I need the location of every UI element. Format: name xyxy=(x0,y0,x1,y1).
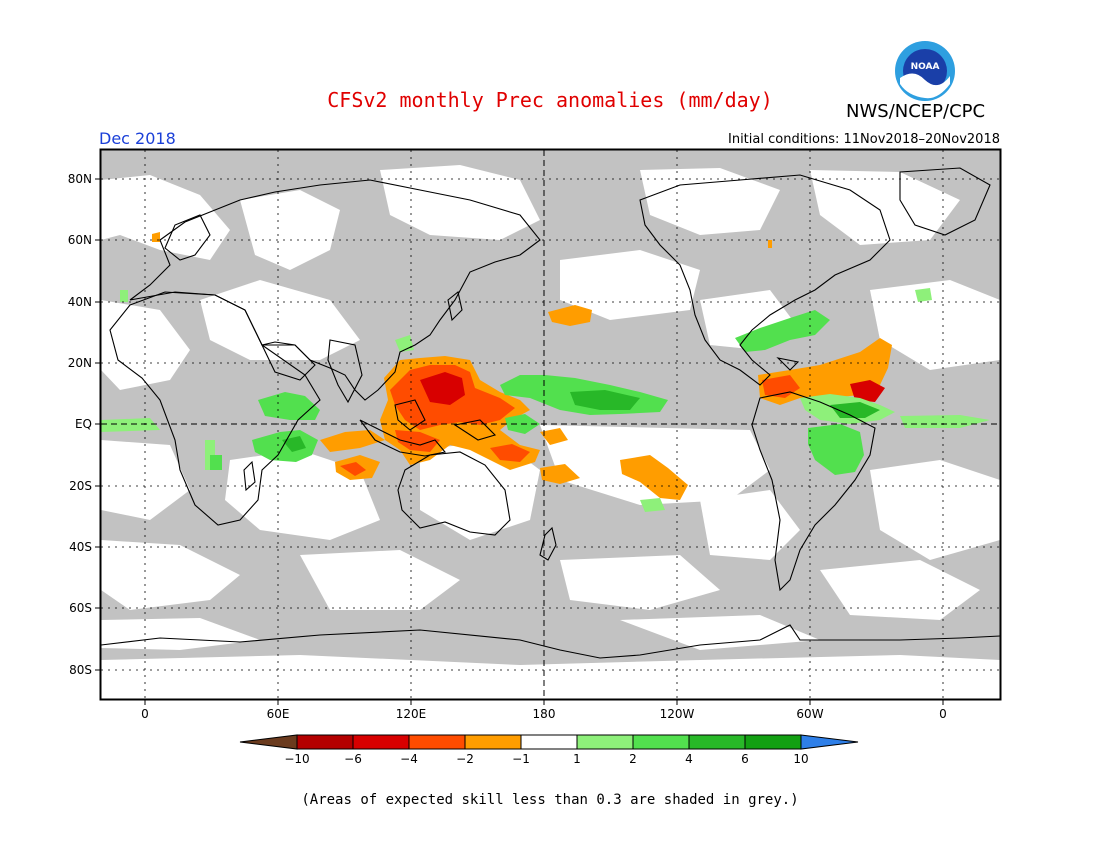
legend-swatch xyxy=(464,734,522,750)
latitude-labels: 80N 60N 40N 20N EQ 20S 40S 60S 80S xyxy=(68,172,92,677)
legend-swatch xyxy=(632,734,690,750)
legend-label: 2 xyxy=(629,752,637,766)
lon-label: 120E xyxy=(396,707,427,721)
positive-anomalies xyxy=(101,288,990,512)
lat-label: 60S xyxy=(69,601,92,615)
lon-label: 120W xyxy=(660,707,695,721)
lat-label: 20N xyxy=(68,356,92,370)
legend-arrow-left xyxy=(239,734,298,750)
legend-label: −1 xyxy=(512,752,530,766)
map-title: CFSv2 monthly Prec anomalies (mm/day) xyxy=(327,88,773,112)
legend-swatch xyxy=(520,734,578,750)
legend-swatch xyxy=(576,734,634,750)
organization-label: NWS/NCEP/CPC xyxy=(846,101,986,122)
color-legend xyxy=(239,734,859,750)
legend-swatch xyxy=(744,734,802,750)
legend-label: 10 xyxy=(793,752,808,766)
noaa-logo-text: NOAA xyxy=(911,62,940,72)
legend-label: 1 xyxy=(573,752,581,766)
lon-label: 180 xyxy=(533,707,556,721)
legend-label: 4 xyxy=(685,752,693,766)
axis-ticks xyxy=(95,178,944,705)
lon-label: 0 xyxy=(939,707,947,721)
legend-label: 6 xyxy=(741,752,749,766)
legend-label: −10 xyxy=(284,752,309,766)
noaa-logo-icon: NOAA xyxy=(894,40,956,102)
equator-dateline xyxy=(101,150,1000,699)
legend-swatch xyxy=(352,734,410,750)
legend-labels: −10 −6 −4 −2 −1 1 2 4 6 10 xyxy=(284,752,808,766)
lon-label: 60E xyxy=(267,707,290,721)
lat-label: EQ xyxy=(75,417,92,431)
legend-swatch xyxy=(688,734,746,750)
lat-label: 80N xyxy=(68,172,92,186)
initial-conditions: Initial conditions: 11Nov2018–20Nov2018 xyxy=(728,132,1000,147)
longitude-labels: 0 60E 120E 180 120W 60W 0 xyxy=(141,707,947,721)
coastlines xyxy=(101,167,1000,659)
lat-label: 40N xyxy=(68,295,92,309)
lat-label: 40S xyxy=(69,540,92,554)
legend-label: −2 xyxy=(456,752,474,766)
legend-arrow-right xyxy=(800,734,859,750)
lat-label: 60N xyxy=(68,233,92,247)
lon-label: 60W xyxy=(796,707,823,721)
legend-swatch xyxy=(296,734,354,750)
legend-label: −6 xyxy=(344,752,362,766)
forecast-month: Dec 2018 xyxy=(99,129,176,148)
lat-label: 20S xyxy=(69,479,92,493)
legend-swatch xyxy=(408,734,466,750)
skill-footnote: (Areas of expected skill less than 0.3 a… xyxy=(301,792,799,808)
lon-label: 0 xyxy=(141,707,149,721)
lat-label: 80S xyxy=(69,663,92,677)
anomaly-fields xyxy=(101,165,1000,699)
legend-label: −4 xyxy=(400,752,418,766)
